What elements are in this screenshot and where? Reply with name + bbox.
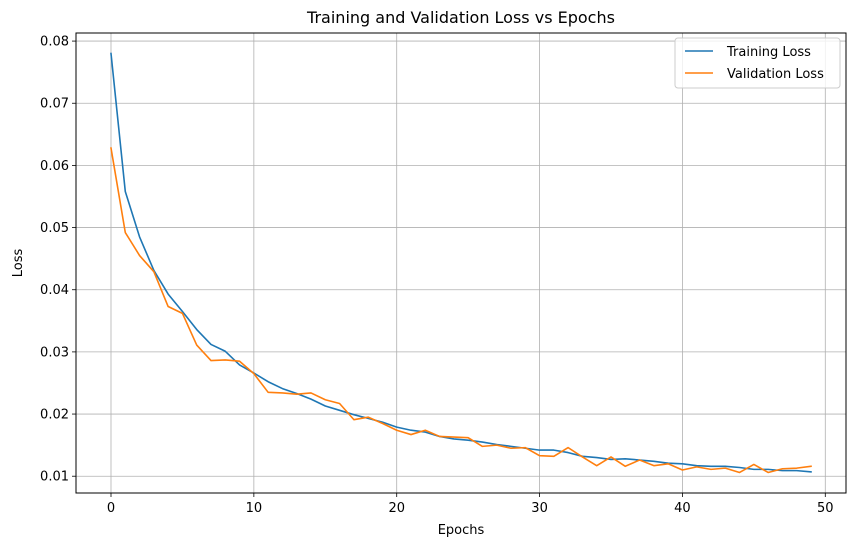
axis-ticks: 0 10 20 30 40 50 0.01 0.02 0.03 0.04 0.05 0.06 0.07 0… xyxy=(40,35,834,516)
y-tick-label: 0.01 xyxy=(40,470,69,485)
legend: Training Loss Validation Loss xyxy=(674,37,841,89)
legend-label: Validation Loss xyxy=(727,67,824,82)
y-tick-label: 0.03 xyxy=(40,345,69,360)
x-tick-label: 10 xyxy=(246,501,263,516)
y-tick-label: 0.04 xyxy=(40,283,69,298)
y-tick-label: 0.06 xyxy=(40,159,69,174)
y-tick-label: 0.07 xyxy=(40,97,69,112)
legend-box xyxy=(674,37,841,89)
grid xyxy=(76,33,846,493)
legend-label: Training Loss xyxy=(726,45,811,60)
y-tick-label: 0.02 xyxy=(40,408,69,423)
plot-frame xyxy=(75,32,847,494)
x-tick-label: 30 xyxy=(531,501,548,516)
x-axis-label: Epochs xyxy=(438,523,485,538)
x-tick-label: 0 xyxy=(107,501,115,516)
x-tick-label: 20 xyxy=(388,501,405,516)
series-lines xyxy=(110,52,812,474)
validation-loss-line xyxy=(110,147,812,474)
x-tick-label: 40 xyxy=(674,501,691,516)
x-tick-label: 50 xyxy=(817,501,834,516)
chart-title: Training and Validation Loss vs Epochs xyxy=(306,8,615,27)
y-tick-label: 0.05 xyxy=(40,221,69,236)
y-axis-label: Loss xyxy=(11,249,26,278)
y-tick-label: 0.08 xyxy=(40,35,69,50)
training-loss-line xyxy=(110,52,812,473)
